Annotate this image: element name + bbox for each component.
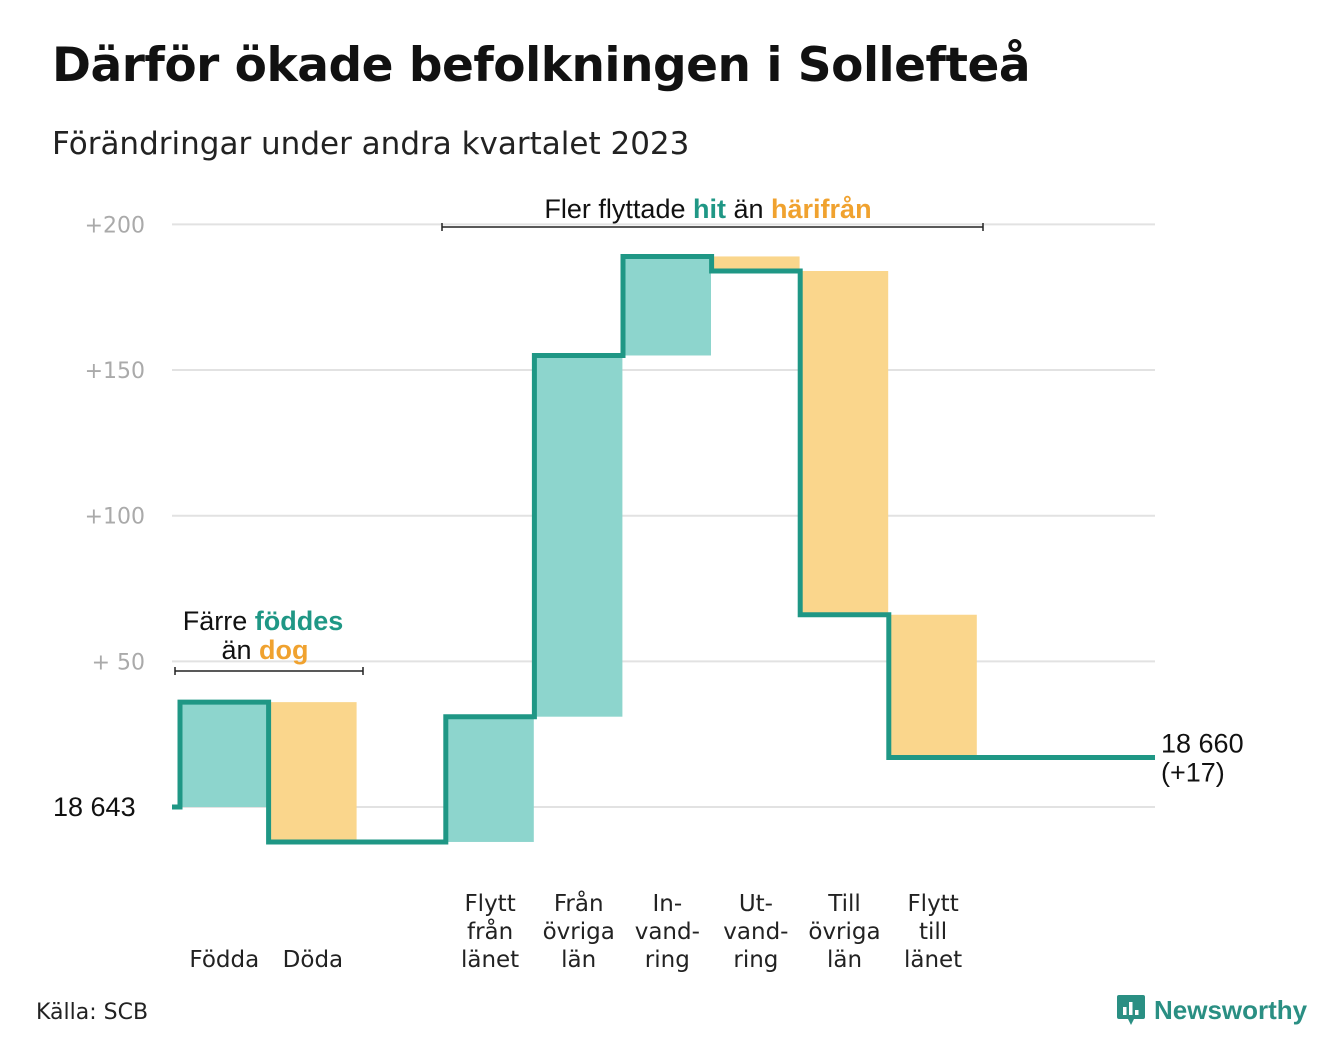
waterfall-bar [888,614,977,758]
annotation-bracket [174,667,364,675]
category-label: till [919,919,947,945]
annotation-part: Fler flyttade [544,194,693,224]
waterfall-bar [268,702,357,842]
waterfall-bar [623,256,711,356]
end-value-label: (+17) [1161,757,1225,787]
category-label: Döda [283,947,343,973]
chart-subtitle: Förändringar under andra kvartalet 2023 [52,126,690,162]
y-tick-label: +100 [85,505,145,530]
annotation-part: än [726,194,771,224]
category-label: län [561,947,596,973]
annotation-part: härifrån [771,194,872,224]
category-label: från [467,917,513,945]
category-label: In- [652,891,682,917]
end-value-label: 18 660 [1161,728,1244,758]
bars [180,256,977,842]
y-axis-ticks: +200 +150 +100 + 50 [85,213,145,675]
annotation-text: Färre föddes [183,606,344,636]
start-value-label: 18 643 [53,792,136,822]
source-note: Källa: SCB [36,1000,149,1025]
waterfall-bar [711,256,800,272]
category-label: övriga [543,919,615,945]
chart-title: Därför ökade befolkningen i Sollefteå [52,38,1031,93]
category-label: ring [733,947,778,973]
category-label: län [827,947,862,973]
waterfall-bar [445,716,534,842]
category-label: Flytt [907,891,958,917]
brand-name: Newsworthy [1154,994,1308,1025]
y-tick-label: +150 [85,359,145,384]
category-label: vand- [723,919,788,945]
waterfall-bar [800,271,889,615]
category-labels: Födda DödaFlyttfrånlänetFrånövrigalänIn-v… [189,889,962,973]
category-label: övriga [808,919,880,945]
y-tick-label: + 50 [92,650,145,675]
category-label: länet [461,947,519,973]
category-label: vand- [635,919,700,945]
category-label: ring [645,947,690,973]
annotation-part: hit [693,194,726,224]
annotation-part: än [221,635,259,665]
category-label: Till [827,891,861,917]
newsworthy-logo-icon [1117,995,1145,1025]
category-label: länet [904,947,962,973]
annotation-text: Fler flyttade hit än härifrån [544,194,871,224]
annotation-part: dog [259,635,308,665]
annotation-bracket [441,223,984,231]
annotation-part: föddes [255,606,344,636]
waterfall-bar [534,355,623,717]
step-line [172,253,1155,845]
waterfall-bar [180,702,268,807]
category-label: Ut- [739,891,773,917]
y-tick-label: +200 [85,213,145,238]
category-label: Flytt [464,891,515,917]
annotation-text: än dog [221,635,308,665]
brand-logo: Newsworthy [1116,993,1307,1027]
cumulative-step-line [172,253,1155,845]
category-label: Från [554,889,604,917]
category-label: Födda [189,947,259,973]
value-labels: 18 643 18 660(+17) [53,728,1244,822]
annotation-part: Färre [183,606,255,636]
